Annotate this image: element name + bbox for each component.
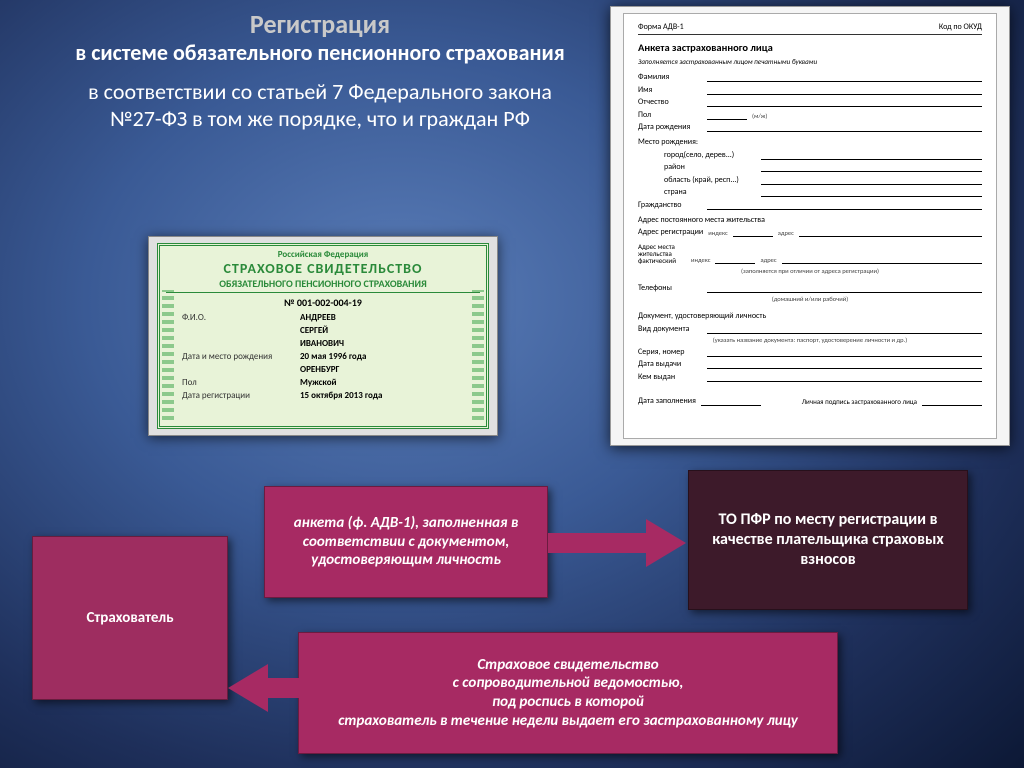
f-series: Серия, номер [638,347,702,357]
f-issued: Дата выдачи [638,359,702,369]
f-issuedby: Кем выдан [638,372,702,382]
snils-card-image: Российская Федерация СТРАХОВОЕ СВИДЕТЕЛЬ… [148,236,498,436]
fill-hint: (заполняется при отличии от адреса регис… [638,267,982,275]
form-top-right: Код по ОКУД [939,22,982,32]
title-main: Регистрация [60,8,580,40]
fio-label: Ф.И.О. [182,312,292,323]
f-doc: Документ, удостоверяющий личность [638,311,982,321]
f-filldate: Дата заполнения [638,396,696,406]
f-pob: Место рождения: [638,137,982,147]
card-title1: СТРАХОВОЕ СВИДЕТЕЛЬСТВО [166,260,480,277]
f-district: район [664,162,756,172]
card-country: Российская Федерация [166,249,480,260]
f-phones: Телефоны [638,283,702,293]
sex-label: Пол [182,377,292,388]
slide-title: Регистрация в системе обязательного пенс… [60,8,580,132]
card-number: № 001-002-004-19 [166,296,480,309]
city: ОРЕНБУРГ [300,364,464,375]
last-name: АНДРЕЕВ [300,312,464,323]
form-note: Заполняется застрахованным лицом печатны… [638,57,982,66]
title-law: в соответствии со статьей 7 Федерального… [60,79,580,132]
patronymic: ИВАНОВИЧ [300,338,464,349]
title-sub: в системе обязательного пенсионного стра… [60,40,580,65]
f-region: область (край, респ...) [664,175,756,185]
dob: 20 мая 1996 года [300,351,464,362]
f-patr: Отчество [638,97,702,107]
sex: Мужской [300,377,464,388]
form-top-left: Форма АДВ-1 [638,22,684,32]
f-citizen: Гражданство [638,200,702,210]
card-title2: ОБЯЗАТЕЛЬНОГО ПЕНСИОННОГО СТРАХОВАНИЯ [166,277,480,290]
reg-date: 15 октября 2013 года [300,390,464,401]
box-svidetelstvo: Страховое свидетельство с сопроводительн… [298,632,838,754]
f-doctype: Вид документа [638,324,702,334]
dob-label: Дата и место рождения [182,351,292,362]
f-country: страна [664,187,756,197]
arrow-left [228,664,300,712]
f-city: город(село, дерев...) [664,150,756,160]
form-adv1-image: Форма АДВ-1 Код по ОКУД Анкета застрахов… [610,6,1010,446]
arrow-right [548,519,688,567]
first-name: СЕРГЕЙ [300,325,464,336]
f-sex: Пол [638,110,702,120]
f-signature: Личная подпись застрахованного лица [802,397,917,406]
f-name: Имя [638,85,702,95]
f-addr-perm: Адрес постоянного места жительства [638,215,982,225]
box-insurer: Страхователь [32,536,228,700]
f-surname: Фамилия [638,72,702,82]
box-pfr: ТО ПФР по месту регистрации в качестве п… [688,470,968,610]
box-anketa: анкета (ф. АДВ-1), заполненная в соответ… [264,486,548,598]
reg-label: Дата регистрации [182,390,292,401]
form-title: Анкета застрахованного лица [638,41,982,54]
f-dob: Дата рождения [638,122,702,132]
f-addr-reg: Адрес регистрации [638,227,703,237]
